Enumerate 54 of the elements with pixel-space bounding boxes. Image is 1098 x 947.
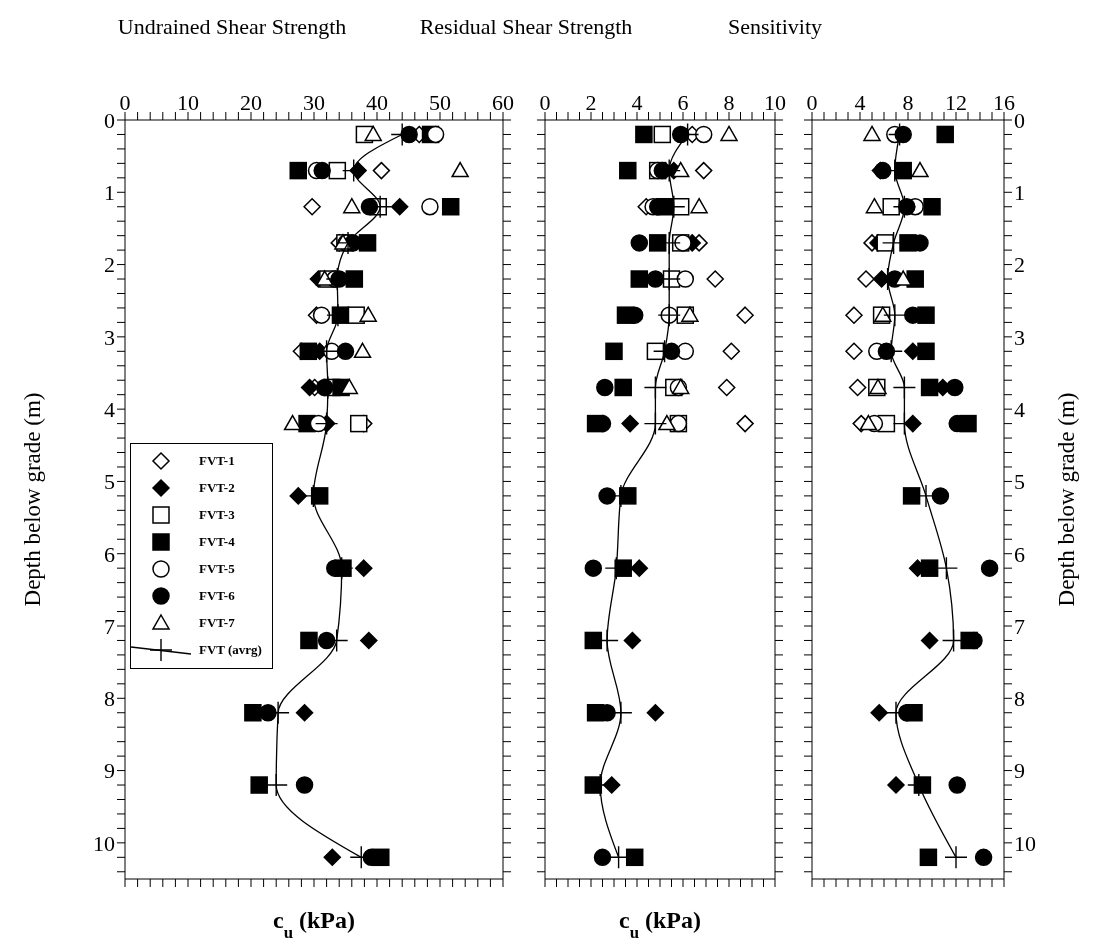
y-tick-label: 1 [104, 180, 115, 206]
y2-tick-label: 6 [1014, 541, 1025, 567]
legend-label: FVT-4 [199, 534, 235, 551]
legend-label: FVT-3 [199, 507, 235, 524]
y2-tick-label: 5 [1014, 469, 1025, 495]
x-tick-label: 10 [764, 90, 786, 115]
x-tick-label: 50 [429, 90, 451, 115]
x-tick-label: 20 [240, 90, 262, 115]
y-tick-label: 5 [104, 469, 115, 495]
chart-title: Undrained Shear Strength [117, 14, 347, 39]
chart-title: Sensitivity [727, 14, 823, 39]
y-tick-label: 0 [104, 107, 115, 133]
legend-label: FVT-2 [199, 480, 235, 497]
x-tick-label: 0 [806, 90, 818, 115]
x-axis-title: c$_{u}$ (kPa) [619, 907, 701, 942]
y2-tick-label: 9 [1014, 758, 1025, 784]
y2-tick-label: 8 [1014, 686, 1025, 712]
y2-tick-label: 4 [1014, 396, 1025, 422]
x-tick-label: 8 [902, 90, 914, 115]
y2-tick-label: 2 [1014, 252, 1025, 278]
y-tick-label: 9 [104, 758, 115, 784]
x-tick-label: 16 [993, 90, 1015, 115]
x-tick-label: 40 [366, 90, 388, 115]
legend-label: FVT-5 [199, 561, 235, 578]
x-tick-label: 4 [854, 90, 866, 115]
legend-label: FVT (avrg) [199, 642, 262, 659]
chart-title: Residual Shear Strength [419, 14, 633, 39]
y2-tick-label: 7 [1014, 613, 1025, 639]
x-tick-label: 0 [539, 90, 551, 115]
legend-label: FVT-7 [199, 615, 235, 632]
legend-label: FVT-6 [199, 588, 235, 605]
y2-axis-title: Depth below grade (m) [1054, 392, 1079, 607]
x-tick-label: 8 [723, 90, 735, 115]
y2-tick-label: 10 [1014, 830, 1036, 856]
y2-tick-label: 3 [1014, 324, 1025, 350]
y-tick-label: 2 [104, 252, 115, 278]
x-tick-label: 10 [177, 90, 199, 115]
legend-label: FVT-1 [199, 453, 235, 470]
x-tick-label: 30 [303, 90, 325, 115]
x-tick-label: 6 [677, 90, 689, 115]
y-tick-label: 7 [104, 613, 115, 639]
y-tick-label: 8 [104, 686, 115, 712]
y2-tick-label: 1 [1014, 180, 1025, 206]
x-tick-label: 2 [585, 90, 597, 115]
y-tick-label: 10 [93, 830, 115, 856]
y-tick-label: 3 [104, 324, 115, 350]
x-axis-title: c$_{u}$ (kPa) [273, 907, 355, 942]
y2-tick-label: 0 [1014, 107, 1025, 133]
y-tick-label: 4 [104, 396, 115, 422]
x-tick-label: 60 [492, 90, 514, 115]
y-tick-label: 6 [104, 541, 115, 567]
y-axis-title: Depth below grade (m) [20, 392, 45, 607]
x-tick-label: 12 [945, 90, 967, 115]
x-tick-label: 4 [631, 90, 643, 115]
